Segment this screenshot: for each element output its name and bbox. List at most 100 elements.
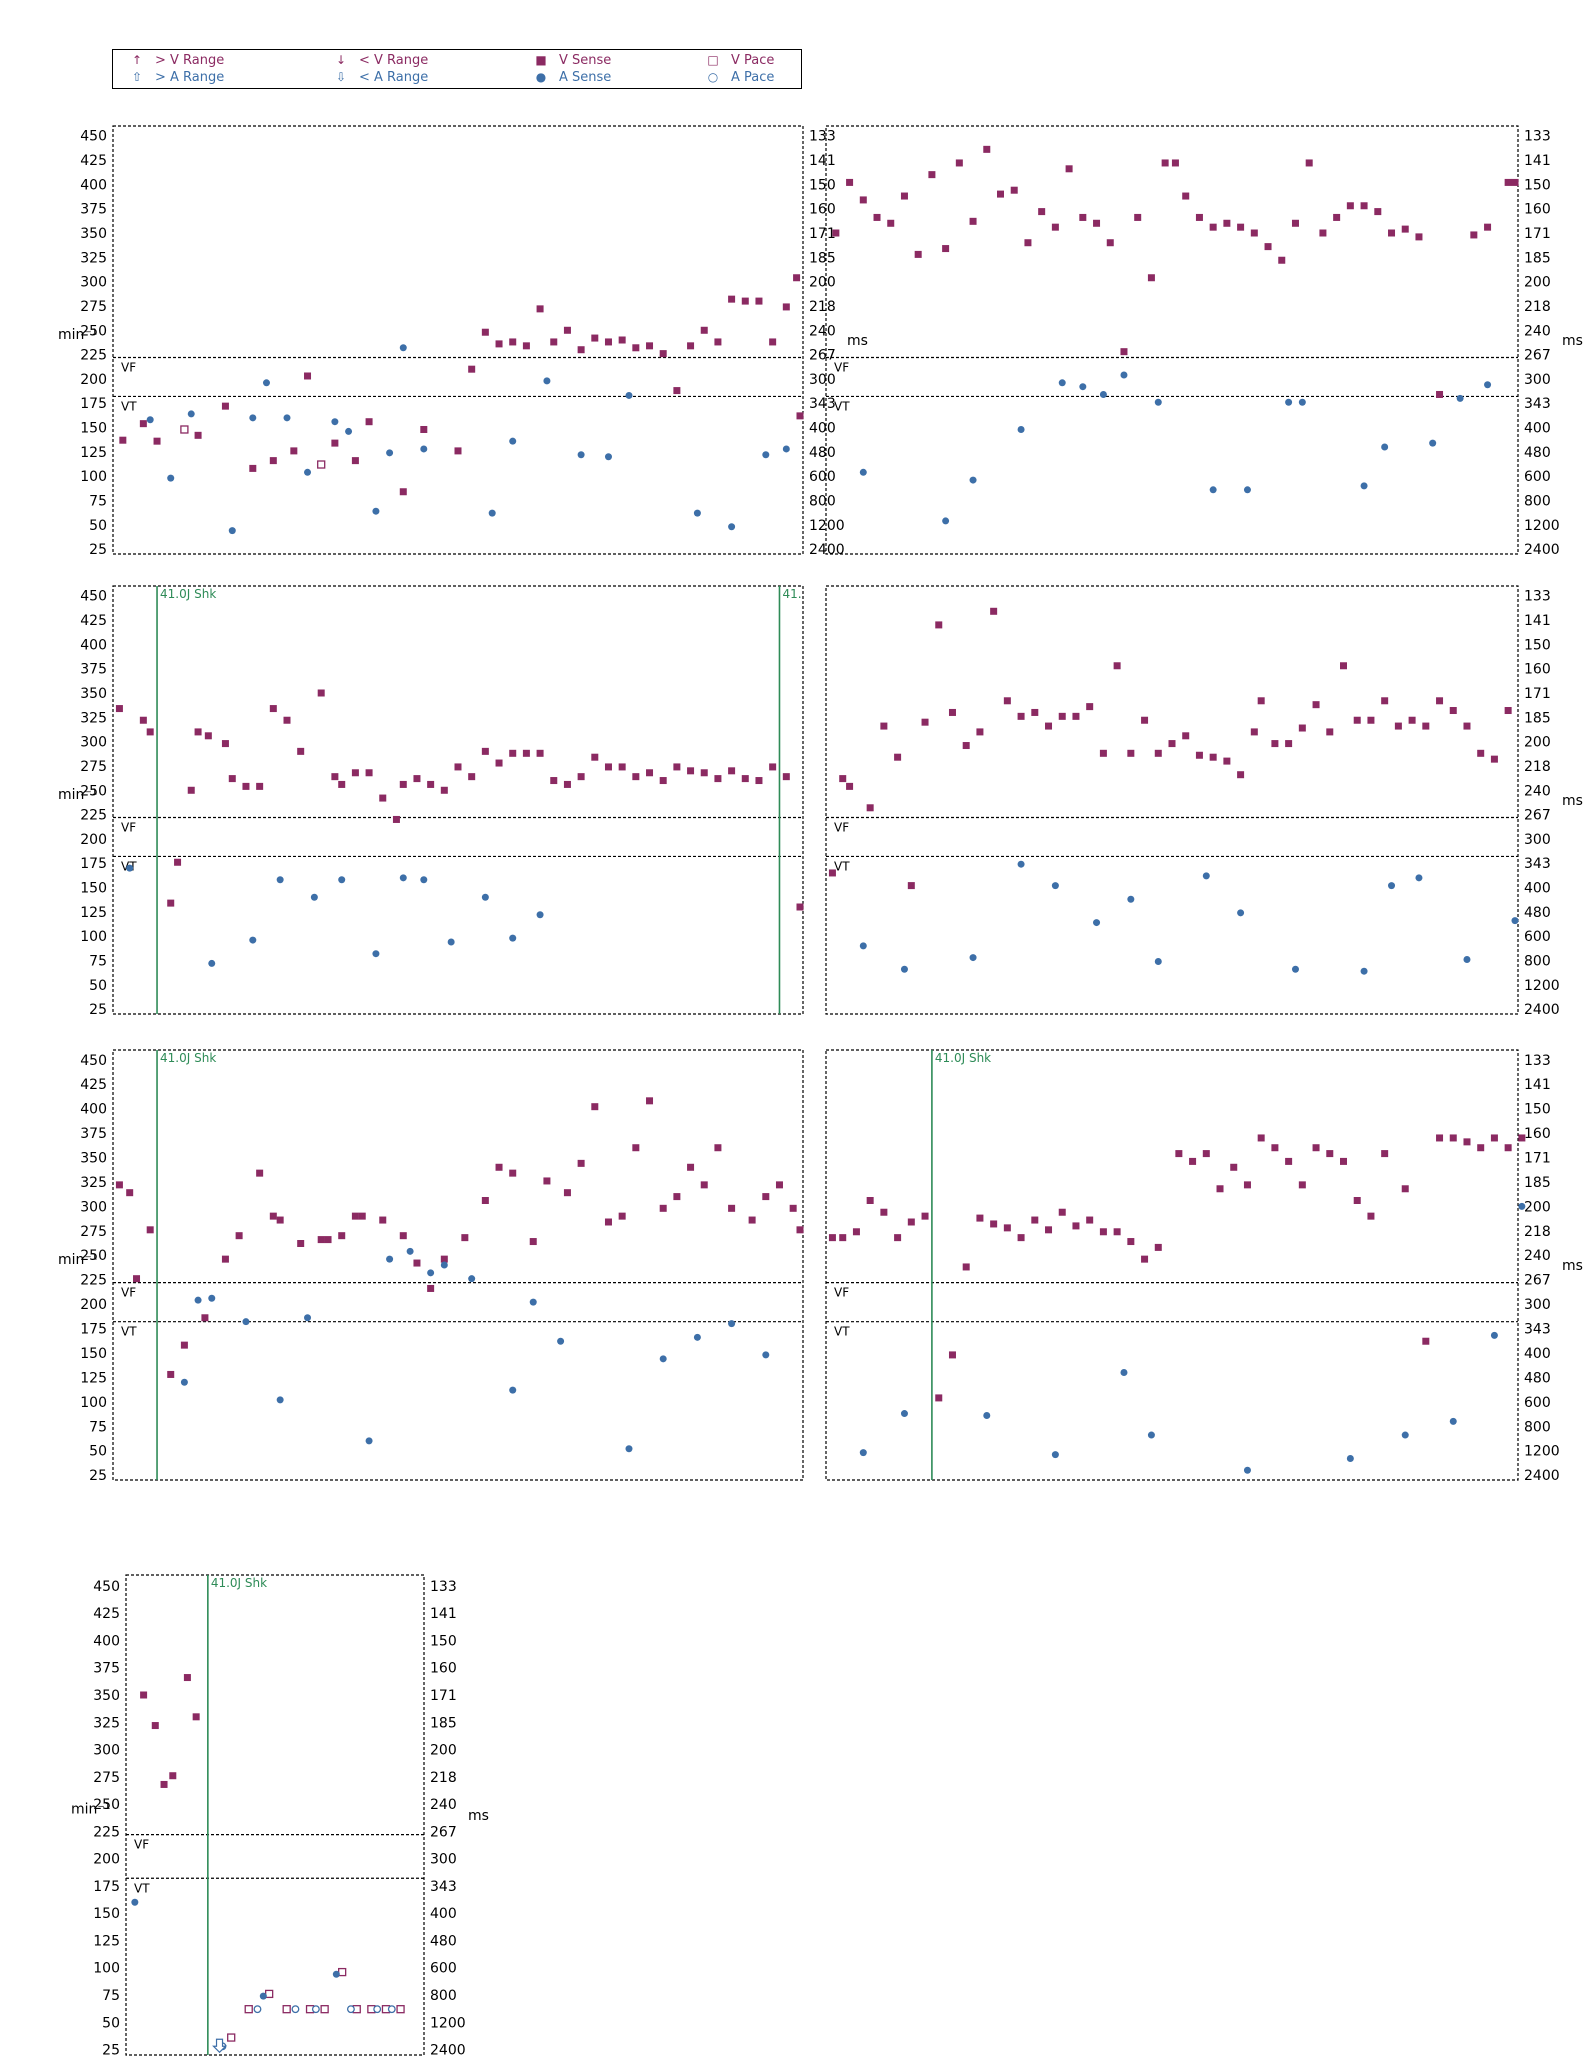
v-sense-point bbox=[228, 775, 236, 783]
v-sense-point bbox=[399, 488, 407, 496]
v-sense-point bbox=[317, 689, 325, 697]
y-tick-left: 300 bbox=[80, 1199, 107, 1215]
v-sense-point bbox=[1271, 740, 1279, 748]
v-sense-point bbox=[1031, 1216, 1039, 1224]
a-sense-point bbox=[481, 893, 489, 901]
v-sense-point bbox=[468, 773, 476, 781]
v-sense-point bbox=[1401, 225, 1409, 233]
y-tick-right: 141 bbox=[1524, 153, 1551, 169]
v-sense-point bbox=[269, 705, 277, 713]
a-sense-point bbox=[1463, 956, 1471, 964]
a-sense-point bbox=[126, 864, 134, 872]
v-sense-point bbox=[907, 882, 915, 890]
v-sense-point bbox=[1154, 1243, 1162, 1251]
a-sense-point bbox=[208, 959, 216, 967]
v-sense-point bbox=[324, 1236, 332, 1244]
v-sense-point bbox=[221, 1255, 229, 1263]
v-sense-point bbox=[1058, 1208, 1066, 1216]
y-tick-right: 218 bbox=[1524, 1224, 1551, 1240]
y-tick-right: 133 bbox=[1524, 129, 1551, 145]
a-sense-point bbox=[208, 1294, 216, 1302]
v-sense-point bbox=[495, 1163, 503, 1171]
v-sense-point bbox=[1477, 749, 1485, 757]
zone-label-vt: VT bbox=[134, 1881, 150, 1895]
a-sense-point bbox=[693, 509, 701, 517]
v-sense-point bbox=[563, 326, 571, 334]
v-sense-point bbox=[1168, 740, 1176, 748]
a-sense-point bbox=[427, 1269, 435, 1277]
v-sense-point bbox=[146, 1226, 154, 1234]
v-sense-point bbox=[846, 782, 854, 790]
y-tick-left: 150 bbox=[80, 421, 107, 437]
v-sense-point bbox=[283, 716, 291, 724]
a-sense-point bbox=[969, 476, 977, 484]
v-sense-point bbox=[793, 274, 801, 282]
y-tick-right: 171 bbox=[1524, 226, 1551, 242]
v-sense-point bbox=[1367, 716, 1375, 724]
y-tick-left: 400 bbox=[80, 1102, 107, 1118]
v-sense-point bbox=[167, 1370, 175, 1378]
a-sense-point bbox=[1518, 1202, 1526, 1210]
a-sense-point bbox=[1243, 1466, 1251, 1474]
v-sense-point bbox=[399, 1232, 407, 1240]
legend-item-v-pace: □ V Pace bbox=[705, 53, 774, 68]
y-tick-right: 1200 bbox=[809, 518, 845, 534]
v-sense-point bbox=[529, 1238, 537, 1246]
y-tick-right: 218 bbox=[809, 299, 836, 315]
chart-panel-7: VF VT 450 425 400 375 350 325 300 275 250 225 200 175… bbox=[71, 1574, 489, 2059]
v-sense-point bbox=[1257, 697, 1265, 705]
y-tick-left: 300 bbox=[80, 735, 107, 751]
y-tick-right: 480 bbox=[1524, 905, 1551, 921]
y-tick-left: 400 bbox=[80, 177, 107, 193]
v-sense-point bbox=[1388, 229, 1396, 237]
v-sense-point bbox=[351, 769, 359, 777]
y-tick-left: 50 bbox=[89, 518, 107, 534]
v-sense-point bbox=[700, 1181, 708, 1189]
zone-label-vt: VT bbox=[121, 399, 137, 413]
v-sense-point bbox=[1195, 751, 1203, 759]
plot-frame bbox=[112, 585, 804, 1015]
y-tick-left: 225 bbox=[80, 348, 107, 364]
y-tick-right: 400 bbox=[1524, 1346, 1551, 1362]
v-sense-point bbox=[659, 1204, 667, 1212]
legend-label: < V Range bbox=[359, 53, 429, 68]
v-sense-point bbox=[1113, 662, 1121, 670]
v-sense-point bbox=[509, 338, 517, 346]
a-pace-point bbox=[346, 2005, 355, 2014]
y-tick-left: 25 bbox=[89, 1002, 107, 1018]
y-tick-right: 200 bbox=[1524, 275, 1551, 291]
v-sense-point bbox=[1367, 1212, 1375, 1220]
a-sense-point bbox=[625, 1445, 633, 1453]
y-tick-left: 75 bbox=[89, 494, 107, 510]
plot-frame bbox=[825, 585, 1519, 1015]
plot-frame bbox=[825, 125, 1519, 555]
a-sense-point bbox=[557, 1337, 565, 1345]
v-sense-point bbox=[1504, 707, 1512, 715]
v-sense-point bbox=[481, 747, 489, 755]
a-sense-point bbox=[1093, 919, 1101, 927]
v-sense-point bbox=[1333, 213, 1341, 221]
y-tick-right: 141 bbox=[809, 153, 836, 169]
v-sense-point bbox=[1298, 1181, 1306, 1189]
v-sense-point bbox=[481, 328, 489, 336]
y-tick-left: 150 bbox=[80, 881, 107, 897]
v-sense-point bbox=[921, 718, 929, 726]
v-sense-point bbox=[1031, 708, 1039, 716]
y-tick-right: 2400 bbox=[1524, 1468, 1560, 1484]
v-sense-point bbox=[420, 425, 428, 433]
y-tick-left: 400 bbox=[93, 1633, 120, 1649]
v-sense-point bbox=[119, 436, 127, 444]
v-sense-point bbox=[1477, 1144, 1485, 1152]
y-tick-right: 160 bbox=[430, 1661, 457, 1677]
v-sense-point bbox=[151, 1722, 159, 1730]
y-tick-right: 1200 bbox=[1524, 978, 1560, 994]
y-tick-left: 350 bbox=[93, 1688, 120, 1704]
a-sense-point bbox=[276, 1396, 284, 1404]
v-sense-point bbox=[1504, 1144, 1512, 1152]
v-sense-point bbox=[221, 402, 229, 410]
v-sense-point bbox=[839, 1234, 847, 1242]
y-tick-right: 240 bbox=[1524, 783, 1551, 799]
y-tick-right: 267 bbox=[809, 348, 836, 364]
y-tick-right: 343 bbox=[1524, 856, 1551, 872]
legend-item-a-sense: ● A Sense bbox=[533, 70, 612, 85]
